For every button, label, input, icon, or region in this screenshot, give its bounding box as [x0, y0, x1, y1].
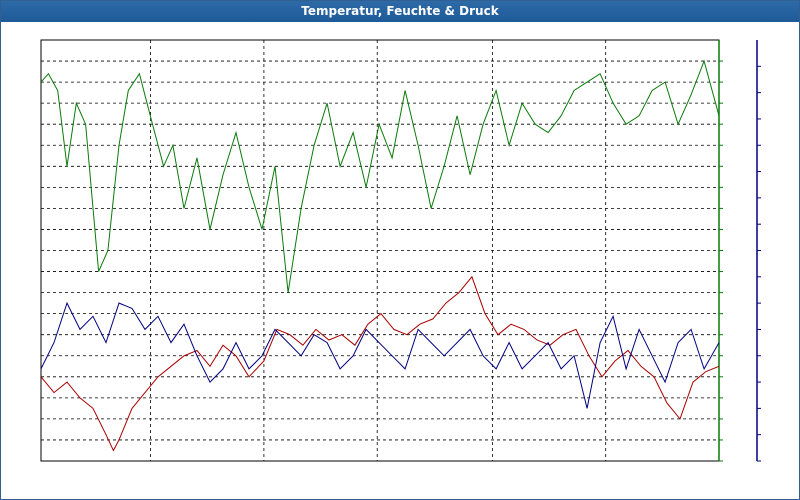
series-lines	[40, 59, 720, 452]
pressure-series-line	[40, 301, 720, 409]
grid	[41, 40, 719, 461]
axes	[40, 39, 761, 462]
window-title: Temperatur, Feuchte & Druck	[1, 1, 799, 22]
temperature-series-line	[40, 275, 720, 452]
humidity-series-line	[40, 59, 720, 293]
